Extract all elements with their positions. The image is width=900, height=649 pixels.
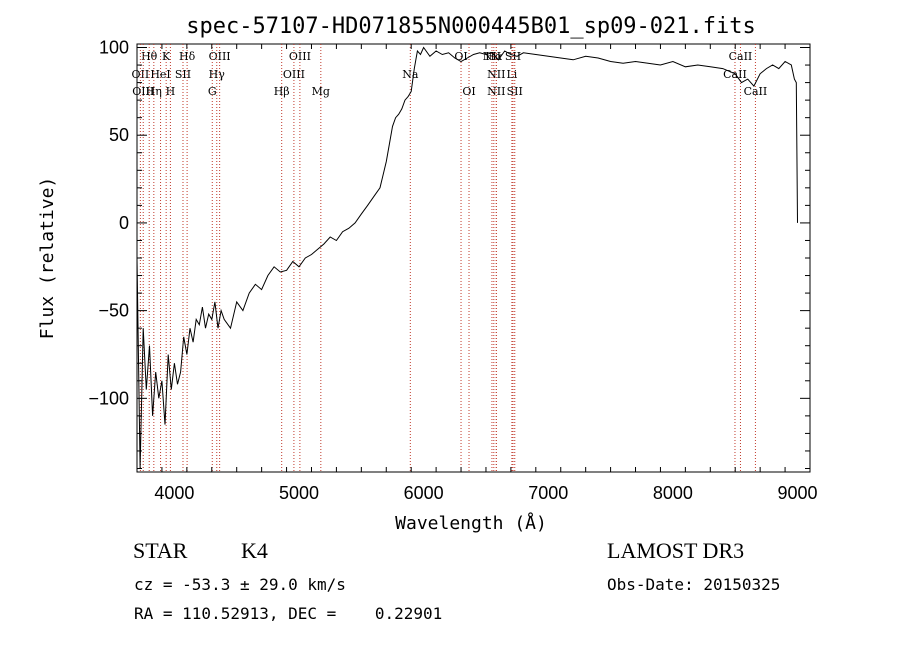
line-marker-label-25: SII [507, 85, 523, 98]
line-marker-label-3: K [162, 50, 171, 63]
line-marker-label-12: Hβ [274, 85, 290, 98]
x-tick-label-5: 9000 [778, 483, 818, 503]
spectrum-line [136, 46, 798, 469]
line-marker-label-1: OII [132, 68, 150, 81]
chart-title: spec-57107-HD071855N000445B01_sp09-021.f… [186, 14, 756, 39]
x-tick-label-1: 5000 [279, 483, 319, 503]
line-marker-label-7: Hδ [179, 50, 196, 63]
line-marker-label-10: Hγ [209, 68, 226, 81]
line-marker-label-8: SII [175, 68, 191, 81]
object-class: STAR [133, 538, 188, 563]
x-tick-label-0: 4000 [154, 483, 194, 503]
line-marker-label-15: Mg [312, 85, 330, 98]
line-marker-label-5: Hη [146, 85, 162, 98]
object-subclass: K4 [241, 538, 268, 563]
line-marker-label-26: CaII [729, 50, 753, 63]
x-tick-label-3: 7000 [528, 483, 568, 503]
y-tick-label-0: −100 [88, 388, 129, 408]
line-marker-label-22: NII [487, 85, 505, 98]
x-tick-label-2: 6000 [404, 483, 444, 503]
line-marker-label-9: OIII [209, 50, 231, 63]
line-marker-label-13: OIII [289, 50, 311, 63]
x-axis-label: Wavelength (Å) [395, 512, 547, 534]
x-tick-label-4: 8000 [653, 483, 693, 503]
line-marker-label-24: Li [506, 68, 517, 81]
survey-name: LAMOST DR3 [607, 538, 745, 563]
line-marker-label-18: OI [462, 85, 475, 98]
y-axis: −100 −50 0 50 100 [88, 38, 810, 469]
plot-frame [136, 43, 811, 473]
line-marker-label-2: OIII [132, 85, 154, 98]
line-marker-label-28: CaII [744, 85, 768, 98]
y-tick-label-4: 100 [99, 38, 129, 58]
velocity-readout: cz = -53.3 ± 29.0 km/s [134, 575, 346, 594]
line-marker-label-14: OIII [283, 68, 305, 81]
observation-date: Obs-Date: 20150325 [607, 575, 781, 594]
line-marker-label-4: HeI [150, 68, 170, 81]
y-tick-label-3: 50 [109, 125, 129, 145]
y-tick-label-1: −50 [98, 301, 129, 321]
x-axis: 4000 5000 6000 7000 8000 9000 [154, 44, 818, 503]
line-marker-label-11: G [208, 85, 217, 98]
coordinates-readout: RA = 110.52913, DEC = 0.22901 [134, 604, 443, 623]
line-marker-label-16: Na [402, 68, 419, 81]
y-tick-label-2: 0 [119, 213, 129, 233]
line-marker-label-6: H [166, 85, 176, 98]
y-axis-label: Flux (relative) [37, 177, 58, 340]
